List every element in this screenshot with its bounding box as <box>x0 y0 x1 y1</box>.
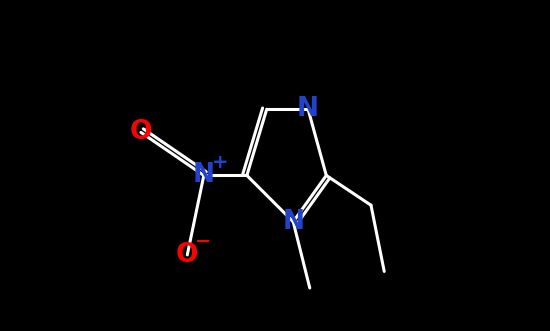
Text: +: + <box>211 153 228 172</box>
Text: N: N <box>282 209 304 235</box>
Text: O: O <box>176 242 199 268</box>
Text: O: O <box>130 119 152 145</box>
Text: −: − <box>195 232 211 251</box>
Text: N: N <box>193 163 215 188</box>
Text: N: N <box>297 96 319 122</box>
